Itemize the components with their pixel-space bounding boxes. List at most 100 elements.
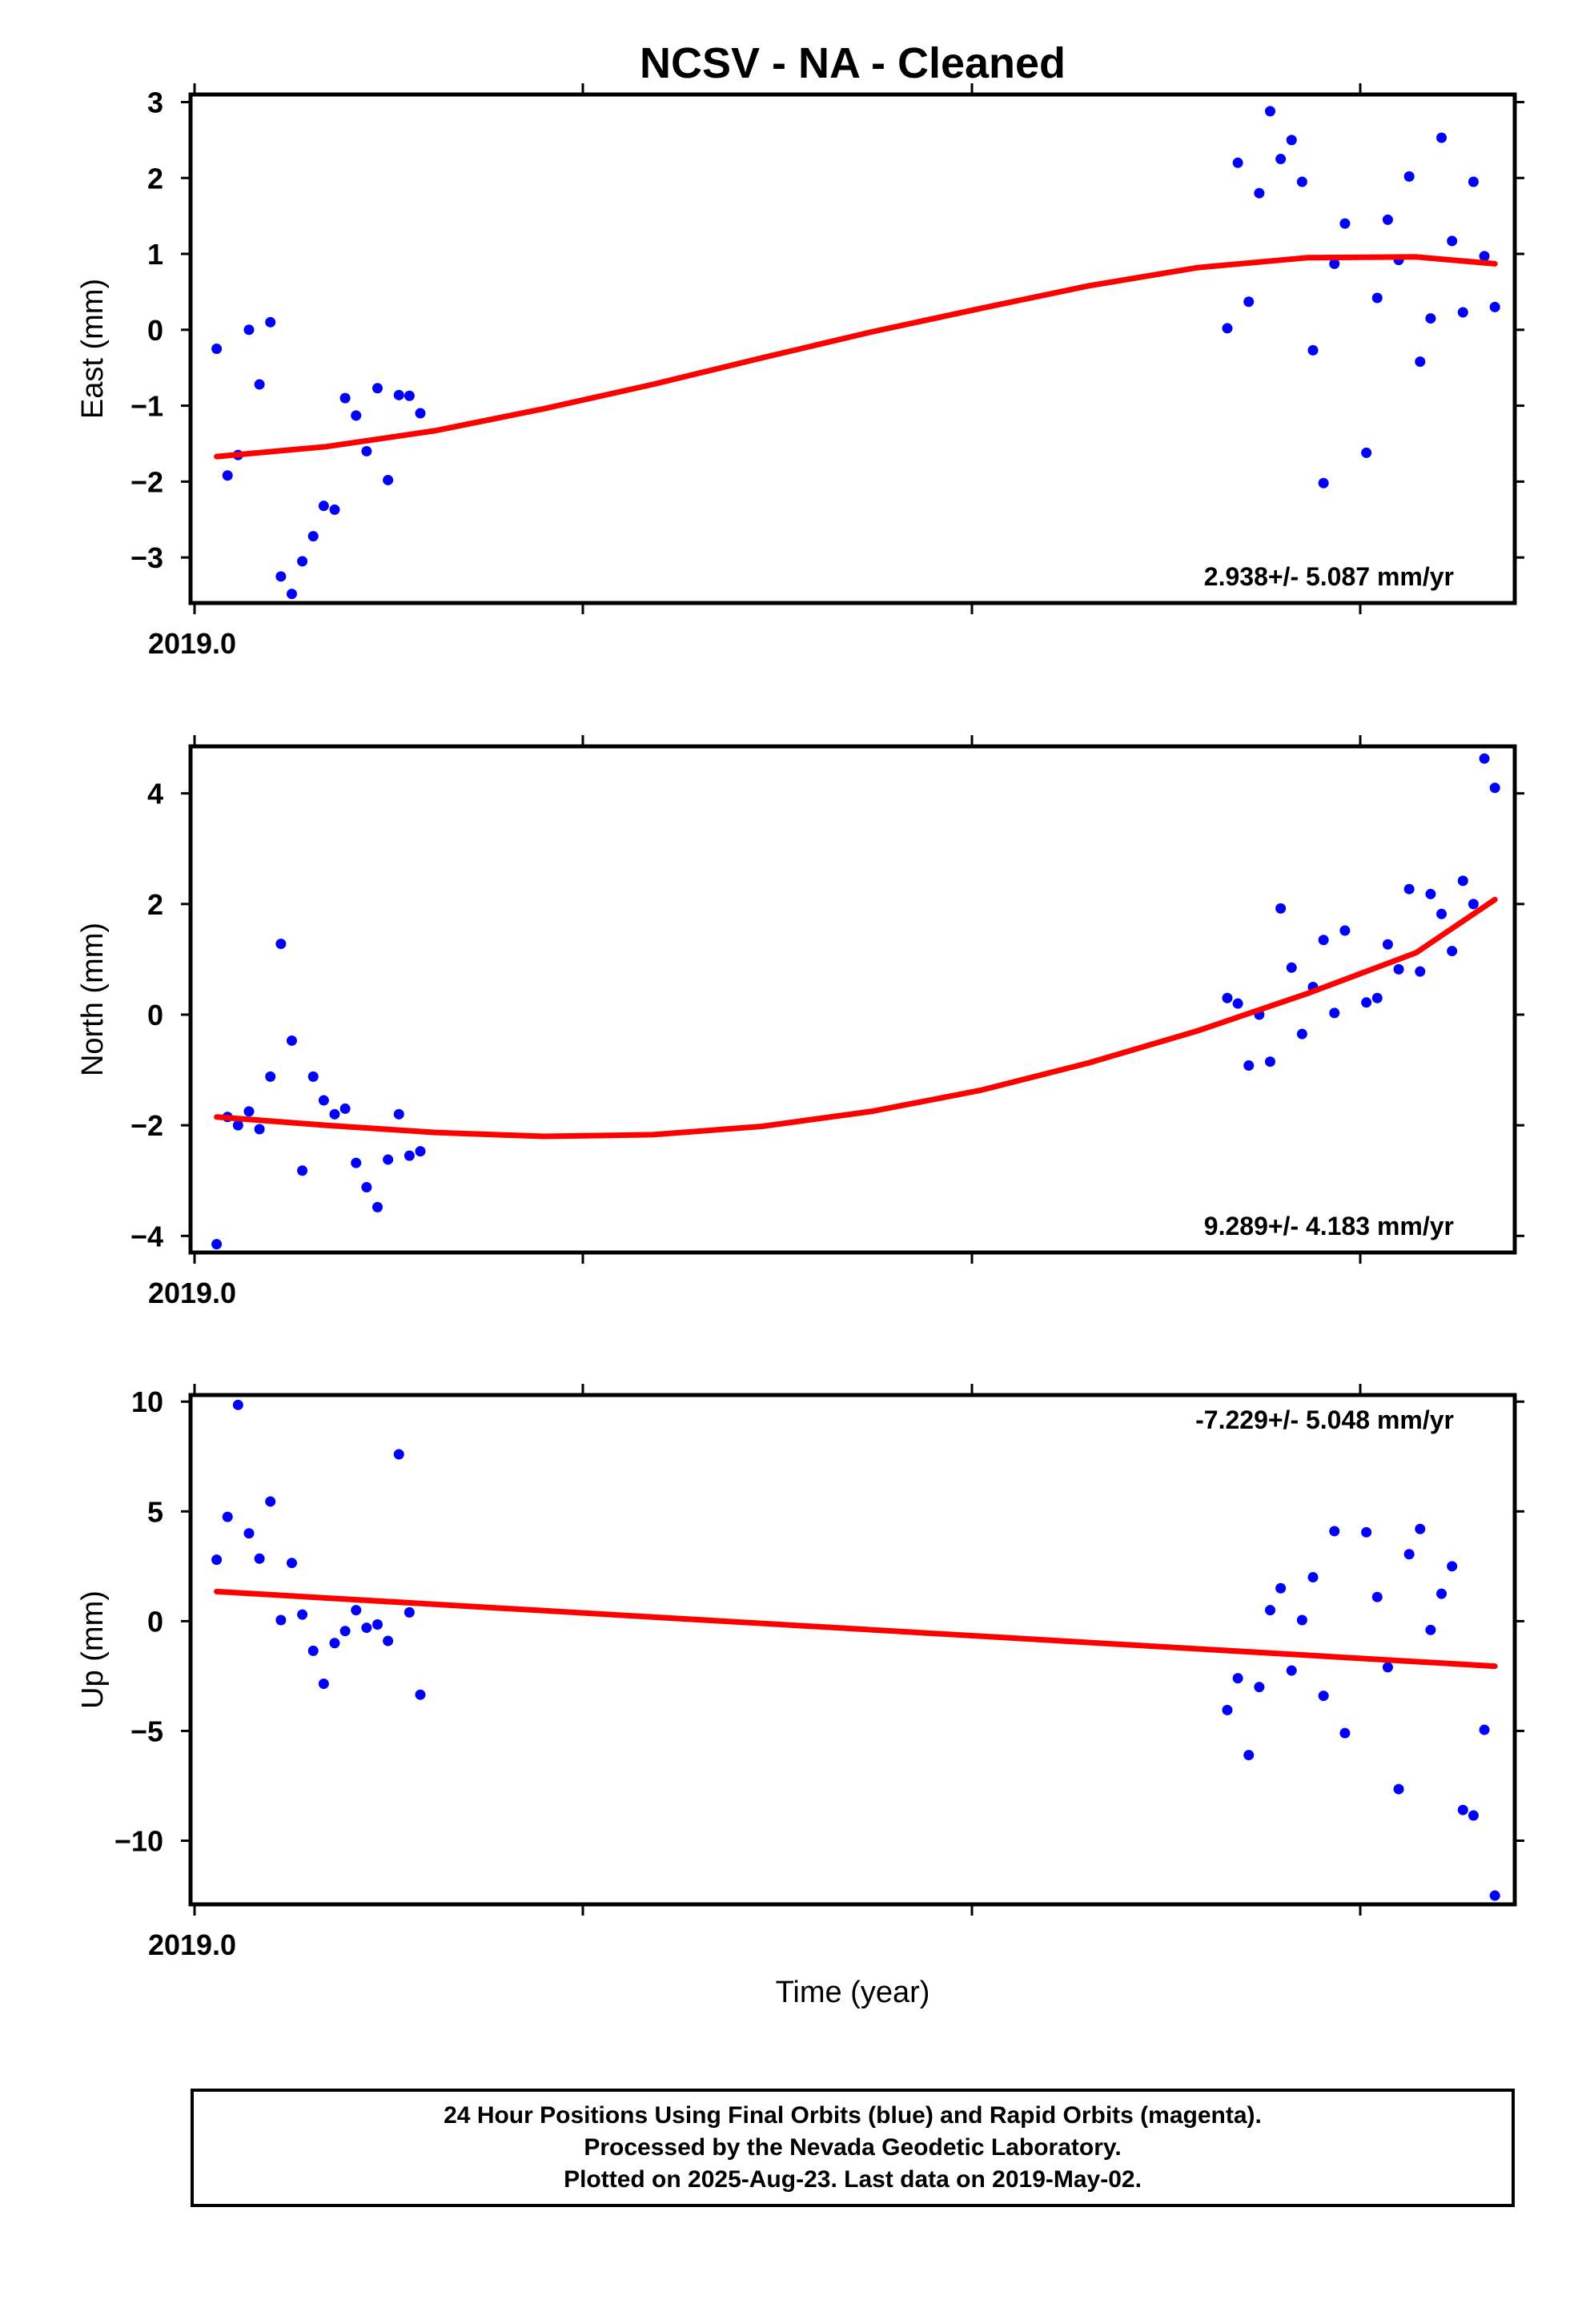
up-data-point bbox=[275, 1614, 287, 1626]
up-data-point bbox=[1415, 1523, 1426, 1534]
chart-title: NCSV - NA - Cleaned bbox=[640, 39, 1066, 87]
up-data-point bbox=[1361, 1526, 1372, 1538]
north-data-point bbox=[1425, 888, 1436, 899]
up-data-point bbox=[1457, 1804, 1468, 1815]
east-data-point bbox=[404, 390, 415, 401]
east-data-point bbox=[393, 389, 404, 400]
east-ytick-label: −3 bbox=[130, 541, 163, 574]
north-data-point bbox=[329, 1108, 340, 1120]
east-data-point bbox=[1361, 447, 1372, 458]
up-ytick-label: −10 bbox=[114, 1825, 163, 1858]
north-data-point bbox=[1264, 1056, 1275, 1068]
north-y-axis-title: North (mm) bbox=[76, 923, 110, 1076]
north-data-point bbox=[307, 1071, 319, 1082]
up-data-point bbox=[351, 1605, 362, 1616]
north-data-point bbox=[211, 1239, 223, 1250]
north-data-point bbox=[1318, 935, 1329, 946]
east-data-point bbox=[1425, 313, 1436, 324]
up-trend-line bbox=[214, 1588, 1498, 1670]
up-data-point bbox=[254, 1553, 265, 1564]
east-data-point bbox=[1222, 323, 1233, 334]
east-data-point bbox=[1415, 356, 1426, 368]
up-data-point bbox=[404, 1606, 415, 1618]
up-data-point bbox=[1393, 1783, 1404, 1795]
east-ytick-label: 2 bbox=[147, 162, 163, 195]
north-xtick-label: 2019.0 bbox=[148, 1277, 236, 1309]
up-data-point bbox=[383, 1635, 394, 1647]
up-data-point bbox=[1243, 1750, 1255, 1761]
up-data-point bbox=[1275, 1582, 1287, 1594]
north-data-point bbox=[339, 1103, 351, 1114]
east-data-point bbox=[1264, 106, 1275, 117]
up-panel: −10 −5 0 5 10 2019.0 Up (mm) -7.229+/- 5.048 mm… bbox=[76, 1384, 1524, 1961]
east-data-point bbox=[339, 392, 351, 404]
north-plot-frame bbox=[188, 744, 1517, 1255]
north-data-point bbox=[1232, 998, 1243, 1009]
up-ytick-label: −5 bbox=[130, 1715, 163, 1747]
north-ytick-label: 0 bbox=[147, 999, 163, 1031]
east-data-point bbox=[275, 571, 287, 582]
up-data-point bbox=[415, 1689, 426, 1700]
north-data-point bbox=[1489, 782, 1500, 794]
east-ytick-label: 3 bbox=[147, 86, 163, 119]
east-data-point bbox=[243, 324, 255, 336]
up-data-point bbox=[307, 1645, 319, 1656]
up-y-axis-title: Up (mm) bbox=[76, 1590, 110, 1709]
east-data-point bbox=[1286, 135, 1297, 146]
east-data-point bbox=[1307, 344, 1319, 356]
north-data-point bbox=[1382, 939, 1393, 950]
up-data-point bbox=[1468, 1810, 1479, 1821]
up-data-point bbox=[1254, 1682, 1265, 1693]
north-data-point bbox=[1436, 908, 1447, 919]
east-xtick-label: 2019.0 bbox=[148, 627, 236, 660]
up-data-point bbox=[1425, 1624, 1436, 1635]
east-trend-line bbox=[214, 254, 1498, 460]
up-xtick-label: 2019.0 bbox=[148, 1928, 236, 1961]
east-data-point bbox=[1243, 296, 1255, 308]
north-trend-line bbox=[214, 896, 1498, 1140]
up-data-point bbox=[1296, 1614, 1307, 1626]
east-data-point bbox=[1479, 251, 1490, 262]
east-data-point bbox=[1436, 132, 1447, 143]
x-axis-title: Time (year) bbox=[776, 1976, 930, 2009]
north-data-point bbox=[1457, 875, 1468, 887]
east-data-point bbox=[1329, 258, 1340, 269]
footer-line-1: 24 Hour Positions Using Final Orbits (bl… bbox=[444, 2102, 1262, 2129]
north-ytick-label: 4 bbox=[147, 778, 163, 810]
up-data-point bbox=[1329, 1526, 1340, 1537]
north-data-point bbox=[275, 939, 287, 950]
east-data-point bbox=[1382, 214, 1393, 225]
east-ytick-label: 0 bbox=[147, 314, 163, 347]
east-data-point bbox=[297, 556, 308, 567]
east-ytick-label: −1 bbox=[130, 390, 163, 423]
north-data-point bbox=[1361, 997, 1372, 1008]
north-data-point bbox=[1339, 925, 1351, 936]
north-ytick-label: −4 bbox=[130, 1220, 163, 1252]
up-data-point bbox=[1307, 1572, 1319, 1583]
up-data-point bbox=[1489, 1890, 1500, 1901]
east-y-axis-title: East (mm) bbox=[76, 279, 110, 419]
up-data-point bbox=[265, 1496, 276, 1507]
up-ytick-label: 5 bbox=[147, 1495, 163, 1528]
north-data-point bbox=[361, 1181, 372, 1192]
north-data-point bbox=[1479, 753, 1490, 764]
east-data-point bbox=[361, 445, 372, 456]
up-plot-frame bbox=[188, 1393, 1517, 1907]
east-data-point bbox=[1489, 301, 1500, 312]
east-panel: −3 −2 −1 0 1 2 3 2019.0 East (mm) 2.938+/- 5.087 … bbox=[76, 83, 1524, 660]
north-data-point bbox=[243, 1106, 255, 1117]
footer-line-2: Processed by the Nevada Geodetic Laborat… bbox=[584, 2134, 1122, 2161]
east-data-point bbox=[254, 379, 265, 390]
north-data-point bbox=[415, 1146, 426, 1157]
east-data-point bbox=[351, 410, 362, 421]
up-data-point bbox=[329, 1638, 340, 1649]
east-data-point bbox=[1296, 176, 1307, 187]
east-data-point bbox=[1339, 218, 1351, 229]
north-data-point bbox=[1296, 1028, 1307, 1039]
north-data-point bbox=[286, 1035, 297, 1046]
north-ytick-label: 2 bbox=[147, 888, 163, 921]
east-data-point bbox=[1371, 292, 1383, 304]
up-data-point bbox=[361, 1622, 372, 1634]
east-data-point bbox=[286, 589, 297, 600]
